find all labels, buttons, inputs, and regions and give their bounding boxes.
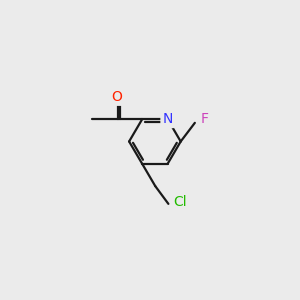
Text: Cl: Cl	[173, 195, 187, 209]
Text: F: F	[201, 112, 209, 126]
Text: O: O	[111, 90, 122, 104]
Text: N: N	[162, 112, 173, 126]
